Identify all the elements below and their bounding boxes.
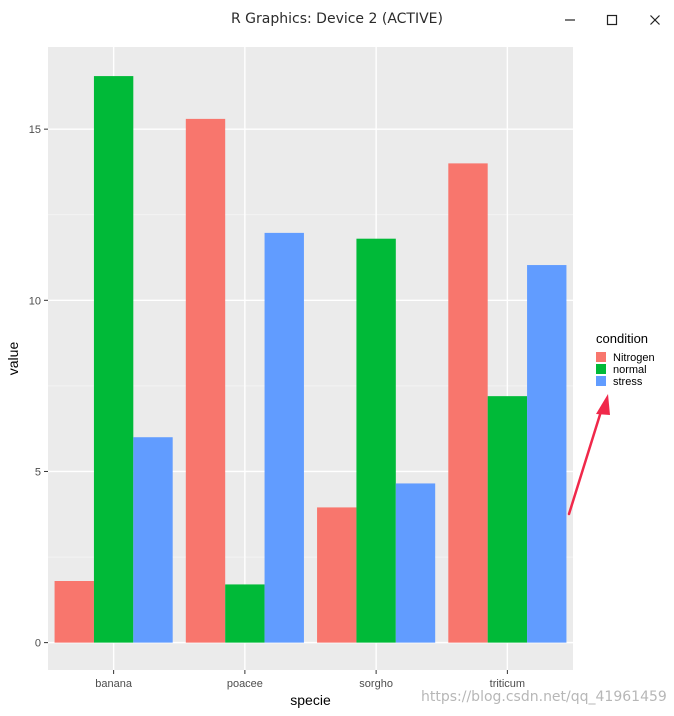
x-tick-label: banana bbox=[95, 678, 133, 690]
minimize-button[interactable] bbox=[555, 6, 585, 34]
bar-normal-poacee bbox=[225, 584, 265, 643]
legend-key-normal bbox=[596, 364, 606, 374]
legend-label: normal bbox=[613, 364, 647, 376]
watermark-text: https://blog.csdn.net/qq_41961459 bbox=[421, 689, 667, 705]
bar-normal-sorgho bbox=[356, 238, 396, 643]
x-tick-label: sorgho bbox=[359, 678, 393, 690]
annotation-arrow-shaft bbox=[567, 403, 605, 516]
bar-nitrogen-poacee bbox=[185, 118, 226, 643]
bar-stress-poacee bbox=[264, 232, 304, 643]
legend-key-stress bbox=[596, 376, 606, 386]
y-tick-label: 15 bbox=[29, 124, 41, 136]
legend-label: Nitrogen bbox=[613, 352, 655, 364]
x-axis-title: specie bbox=[290, 692, 331, 708]
y-tick-label: 0 bbox=[35, 638, 41, 650]
bar-nitrogen-sorgho bbox=[317, 507, 357, 643]
close-icon bbox=[650, 15, 660, 25]
window-title: R Graphics: Device 2 (ACTIVE) bbox=[231, 11, 443, 27]
legend-label: stress bbox=[613, 376, 643, 388]
legend-key-nitrogen bbox=[596, 352, 606, 362]
legend-title: condition bbox=[596, 331, 648, 346]
bar-stress-banana bbox=[133, 437, 173, 643]
bar-stress-sorgho bbox=[395, 483, 436, 643]
x-tick-label: poacee bbox=[227, 678, 263, 690]
maximize-button[interactable] bbox=[597, 6, 627, 34]
bar-normal-banana bbox=[93, 76, 134, 643]
y-tick-label: 5 bbox=[35, 466, 41, 478]
close-button[interactable] bbox=[640, 6, 670, 34]
y-axis-title: value bbox=[5, 342, 21, 376]
maximize-icon bbox=[606, 14, 618, 26]
annotation-arrow-head bbox=[596, 394, 610, 415]
x-tick-label: triticum bbox=[490, 678, 525, 690]
bar-nitrogen-triticum bbox=[448, 163, 488, 643]
bar-stress-triticum bbox=[527, 265, 567, 643]
y-tick-label: 10 bbox=[29, 295, 41, 307]
bar-nitrogen-banana bbox=[54, 581, 94, 643]
bar-normal-triticum bbox=[487, 396, 528, 643]
minimize-icon bbox=[565, 19, 575, 21]
window-titlebar: R Graphics: Device 2 (ACTIVE) bbox=[0, 0, 674, 40]
